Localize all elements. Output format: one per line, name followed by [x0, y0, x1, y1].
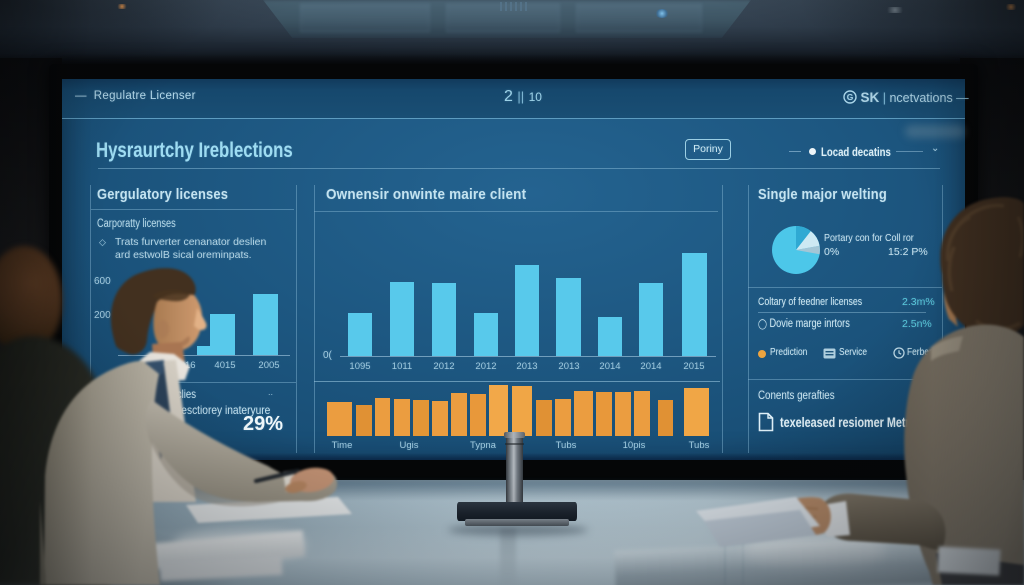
svg-text:G: G [847, 92, 854, 102]
